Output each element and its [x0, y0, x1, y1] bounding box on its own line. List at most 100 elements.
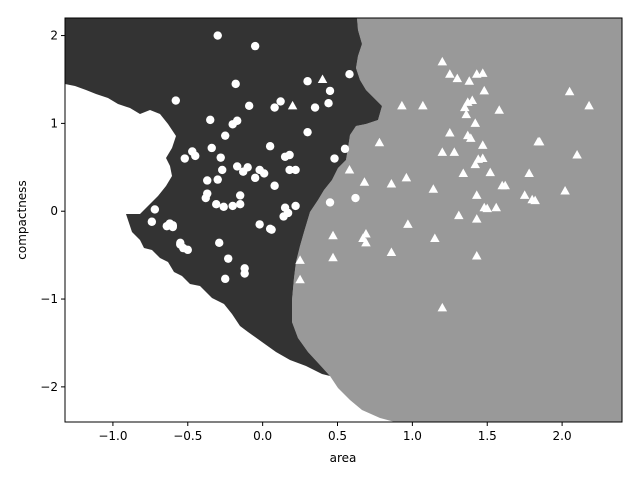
point-triangle: [470, 118, 481, 127]
point-triangle: [428, 184, 439, 193]
point-triangle: [500, 180, 510, 190]
point-circle: [330, 154, 339, 163]
point-circle: [280, 152, 290, 161]
point-triangle: [452, 73, 463, 83]
point-circle: [265, 142, 275, 151]
y-axis-label: compactness: [15, 180, 29, 259]
point-triangle: [287, 100, 298, 110]
point-triangle: [572, 150, 582, 159]
point-circle: [345, 70, 354, 79]
point-triangle: [437, 147, 448, 156]
y-axis: −2 −1 0 1 2: [40, 29, 65, 394]
point-triangle: [397, 100, 407, 110]
point-circle: [276, 97, 285, 106]
point-triangle: [361, 237, 371, 247]
point-circle: [224, 254, 233, 263]
point-circle: [285, 165, 294, 175]
point-triangle: [494, 105, 504, 114]
axes-frame: [64, 17, 623, 423]
point-circle: [244, 101, 254, 111]
point-circle: [259, 169, 269, 178]
point-circle: [303, 127, 312, 137]
point-circle: [206, 115, 215, 125]
point-circle: [340, 144, 350, 154]
point-circle: [279, 212, 288, 221]
point-triangle: [478, 153, 488, 163]
x-tick-label: 0.5: [328, 429, 347, 443]
point-triangle: [472, 214, 482, 223]
point-triangle: [295, 274, 305, 284]
point-circle: [150, 205, 160, 214]
data-points: [147, 31, 594, 312]
point-circle: [219, 202, 228, 212]
y-tick-label: 0: [50, 204, 58, 218]
point-circle: [250, 173, 260, 183]
point-triangle: [478, 68, 488, 77]
point-triangle: [564, 86, 575, 96]
point-circle: [183, 245, 192, 255]
point-circle: [324, 98, 333, 108]
point-circle: [231, 79, 240, 89]
point-triangle: [430, 233, 440, 242]
point-triangle: [485, 167, 495, 177]
point-triangle: [401, 172, 412, 182]
point-circle: [243, 163, 252, 172]
point-circle: [147, 217, 157, 226]
point-triangle: [560, 186, 570, 195]
point-circle: [310, 103, 320, 112]
point-triangle: [530, 195, 540, 205]
point-circle: [291, 165, 300, 175]
x-axis: −1.0 −0.5 0.0 0.5 1.0 1.5 2.0: [98, 422, 572, 443]
point-circle: [228, 201, 237, 211]
point-triangle: [374, 137, 385, 147]
point-triangle: [295, 255, 305, 264]
point-circle: [218, 165, 227, 175]
point-triangle: [344, 164, 355, 174]
point-circle: [351, 193, 360, 203]
point-triangle: [491, 202, 501, 212]
point-circle: [168, 222, 178, 232]
point-triangle: [482, 203, 492, 213]
point-triangle: [461, 109, 472, 119]
point-triangle: [386, 247, 397, 256]
point-triangle: [445, 69, 455, 78]
point-circle: [291, 201, 300, 211]
point-triangle: [317, 74, 328, 83]
point-circle: [232, 116, 242, 125]
point-triangle: [472, 190, 482, 199]
point-triangle: [524, 168, 534, 177]
point-circle: [235, 191, 245, 200]
point-circle: [325, 198, 335, 207]
point-triangle: [403, 219, 413, 228]
point-triangle: [472, 69, 482, 78]
decision-regions: [65, 18, 622, 422]
y-tick-label: 1: [50, 116, 58, 130]
x-tick-label: −0.5: [173, 429, 202, 443]
point-circle: [250, 41, 260, 51]
point-triangle: [328, 230, 338, 240]
point-triangle: [479, 85, 489, 95]
x-tick-label: 1.0: [403, 429, 422, 443]
point-triangle: [470, 159, 481, 169]
point-circle: [303, 77, 312, 86]
point-circle: [270, 181, 279, 190]
point-triangle: [418, 100, 428, 110]
point-triangle: [519, 190, 530, 199]
point-triangle: [361, 229, 371, 238]
point-circle: [255, 220, 264, 229]
point-circle: [171, 96, 181, 105]
point-circle: [212, 199, 221, 209]
point-triangle: [463, 97, 473, 106]
y-tick-label: −1: [40, 292, 58, 306]
point-triangle: [445, 128, 455, 137]
point-circle: [188, 147, 197, 156]
point-triangle: [478, 140, 488, 149]
point-triangle: [449, 147, 460, 156]
point-circle: [232, 162, 242, 171]
point-triangle: [460, 102, 470, 112]
point-circle: [265, 224, 275, 233]
point-triangle: [437, 302, 448, 312]
x-tick-label: 0.0: [253, 429, 272, 443]
point-circle: [270, 103, 279, 112]
